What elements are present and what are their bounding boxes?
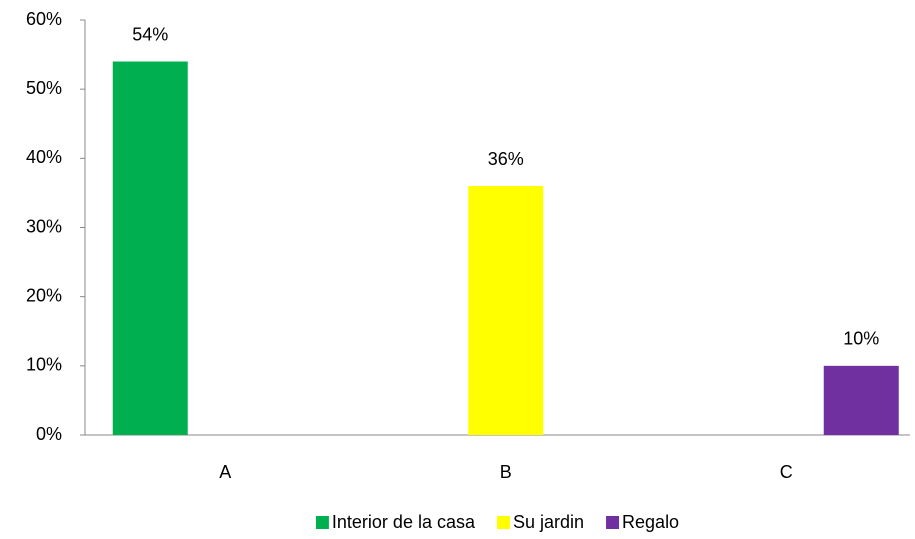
y-tick-label: 40% (26, 147, 62, 167)
bar (823, 365, 899, 435)
bar (112, 61, 188, 435)
y-tick-label: 50% (26, 78, 62, 98)
data-label: 10% (843, 329, 879, 349)
legend-swatch (496, 516, 510, 529)
x-tick-label: A (219, 462, 231, 482)
legend-swatch (315, 516, 329, 529)
y-tick-label: 20% (26, 285, 62, 305)
y-tick-label: 60% (26, 9, 62, 29)
data-label: 54% (132, 24, 168, 44)
y-tick-label: 30% (26, 216, 62, 236)
legend-label: Su jardin (513, 512, 584, 532)
legend-label: Regalo (622, 512, 679, 532)
legend-swatch (606, 516, 620, 529)
x-tick-label: B (500, 462, 512, 482)
x-tick-label: C (780, 462, 793, 482)
y-tick-label: 0% (36, 424, 62, 444)
bar (468, 186, 544, 435)
y-tick-label: 10% (26, 355, 62, 375)
legend-label: Interior de la casa (332, 512, 476, 532)
data-label: 36% (488, 149, 524, 169)
